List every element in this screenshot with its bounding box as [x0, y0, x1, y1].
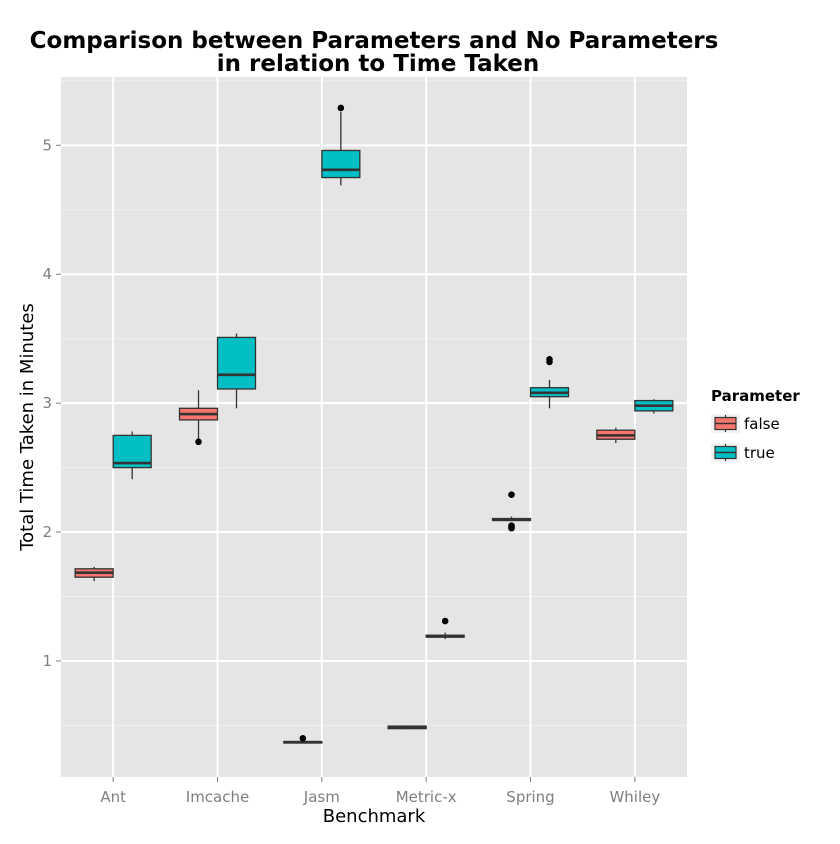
outlier-point-true-metric-x: [441, 617, 449, 625]
x-tick-label: Metric-x: [396, 788, 457, 806]
legend-title: Parameter: [711, 387, 800, 405]
x-axis: Ant Imcache Jasm Metric-x Spring Whiley: [100, 777, 660, 806]
outlier-point-true-jasm: [337, 104, 345, 112]
legend: Parameter false true: [711, 387, 800, 462]
x-tick-label: Ant: [100, 788, 126, 806]
x-tick-label: Jasm: [303, 788, 340, 806]
legend-label: false: [744, 415, 780, 433]
box-true-imcache: [216, 336, 257, 390]
y-tick-label: 5: [42, 136, 52, 154]
y-axis-label: Total Time Taken in Minutes: [17, 303, 38, 552]
y-tick-label: 1: [42, 652, 52, 670]
boxes-layer: [74, 104, 674, 744]
legend-label: true: [744, 444, 775, 462]
x-tick-label: Spring: [506, 788, 554, 806]
box-true-jasm: [321, 149, 361, 179]
x-tick-label: Imcache: [186, 788, 249, 806]
x-tick-label: Whiley: [609, 788, 660, 806]
y-tick-label: 3: [42, 394, 52, 412]
major-grid: [61, 77, 687, 777]
chart-title-line-1: Comparison between Parameters and No Par…: [30, 28, 719, 54]
outlier-point-false-spring: [508, 491, 515, 498]
outlier-point-false-imcache: [195, 438, 202, 446]
y-axis: 1 2 3 4 5: [42, 136, 61, 670]
outlier-point-false-jasm: [299, 735, 307, 742]
chart-title-line-2: in relation to Time Taken: [217, 51, 540, 77]
x-axis-label: Benchmark: [323, 806, 426, 827]
y-tick-label: 2: [42, 523, 52, 541]
plot-panel: [61, 77, 687, 777]
y-tick-label: 4: [42, 265, 52, 283]
outlier-point-false-spring: [508, 524, 515, 532]
outlier-point-true-spring: [546, 356, 553, 363]
minor-grid: [61, 80, 687, 726]
